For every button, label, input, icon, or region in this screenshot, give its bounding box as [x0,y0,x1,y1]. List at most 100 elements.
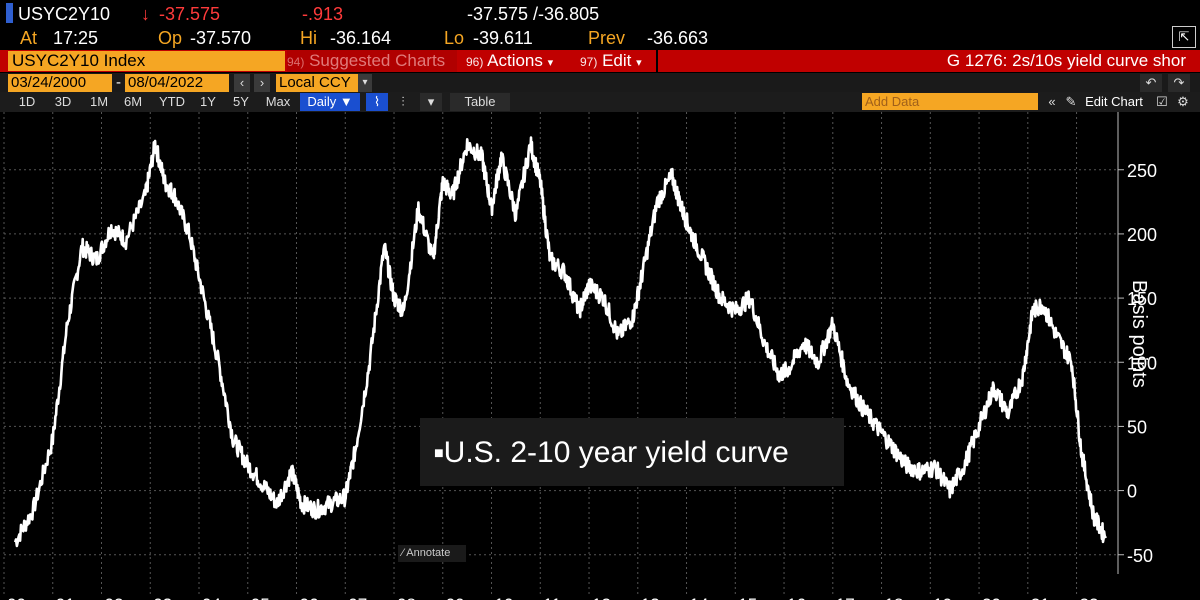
start-date-field[interactable]: 03/24/2000 [8,74,112,92]
prev-value: -36.663 [647,28,709,48]
x-tick-label: 16 [787,595,806,600]
at-label: At [20,28,38,48]
add-data-input[interactable]: Add Data [862,93,1038,110]
range-button-max[interactable]: Max [265,94,291,109]
x-tick-label: 08 [397,595,416,600]
quote-time: 17:25 [53,28,99,48]
gear-icon[interactable]: ⚙ [1177,94,1189,109]
x-tick-label: 01 [56,595,75,600]
x-tick-label: 14 [690,595,709,600]
high-value: -36.164 [330,28,392,48]
y-tick-label: 0 [1127,482,1137,502]
prev-label: Prev [588,28,626,48]
edit-menu[interactable]: 97) Edit ▾ [580,50,642,72]
x-tick-label: 05 [251,595,270,600]
down-arrow-icon: ↓ [141,4,150,24]
suggested-label: Suggested Charts [309,51,446,70]
actions-menu[interactable]: 96) Actions ▾ [466,50,656,72]
legend-label: U.S. 2-10 year yield curve [443,436,789,469]
undo-icon[interactable]: ↶ [1140,74,1162,92]
x-tick-label: 11 [543,595,561,600]
low-value: -39.611 [473,28,533,48]
y-axis-ticks: 250 200 150 100 50 0 -50 [1118,161,1157,566]
frequency-select[interactable]: Daily ▼ [300,93,360,111]
annotate-label: Annotate [406,547,451,559]
currency-value: Local CCY [279,74,351,91]
open-value: -37.570 [190,28,252,48]
suggested-charts-button[interactable]: 94) Suggested Charts [287,50,457,72]
dropdown-caret-icon: ▾ [636,57,642,69]
back-arrow-icon[interactable]: ‹ [234,74,250,92]
net-change: -.913 [302,4,344,24]
pencil-icon: ✎ [1065,94,1077,109]
x-tick-label: 15 [738,595,757,600]
collapse-icon[interactable]: « [1048,94,1056,109]
chart-type-caret-icon[interactable]: ▾ [420,93,442,111]
x-tick-label: 21 [1031,595,1050,600]
date-separator: - [116,74,121,91]
security-field[interactable]: USYC2Y10 Index [8,51,285,71]
quote-header: USYC2Y10 ↓ -37.575 -.913 -37.575 /-36.80… [0,0,1200,50]
y-tick-label: 50 [1127,417,1147,437]
actions-number: 96) [466,55,484,69]
legend-item: ■U.S. 2-10 year yield curve [434,434,789,473]
edit-chart-button[interactable]: Edit Chart [1085,94,1143,109]
range-button-1m[interactable]: 1M [89,94,109,109]
range-button-1y[interactable]: 1Y [200,94,216,109]
high-label: Hi [300,28,317,48]
open-label: Op [158,28,183,48]
x-tick-label: 06 [300,595,319,600]
x-tick-label: 13 [641,595,660,600]
redo-icon[interactable]: ↷ [1168,74,1190,92]
x-tick-label: 18 [885,595,904,600]
bar-chart-icon[interactable]: ⫶ [401,94,405,109]
range-button-ytd[interactable]: YTD [159,94,185,109]
x-tick-label: 04 [202,595,221,600]
x-tick-label: 09 [446,595,465,600]
x-tick-label: 12 [592,595,611,600]
forward-arrow-icon[interactable]: › [254,74,270,92]
suggested-number: 94) [287,55,305,69]
pencil-icon: ⁄ [402,547,404,559]
x-tick-label: 19 [933,595,952,600]
yield-curve-line [13,136,1107,548]
x-tick-label: 17 [836,595,855,600]
y-tick-label: 150 [1127,289,1157,309]
range-button-1d[interactable]: 1D [18,94,36,109]
table-button[interactable]: Table [450,93,510,111]
chart-title[interactable]: G 1276: 2s/10s yield curve shor [946,51,1186,70]
security-marker [6,3,13,23]
actions-label: Actions [487,51,543,70]
x-tick-label: 20 [982,595,1001,600]
y-tick-label: 200 [1127,225,1157,245]
range-button-3d[interactable]: 3D [54,94,72,109]
y-axis-label: Basis points [1128,280,1150,388]
bid-ask: -37.575 /-36.805 [467,4,600,24]
line-chart-icon[interactable]: ⌇ [366,93,388,111]
edit-label: Edit [602,51,632,70]
edit-icon[interactable]: ☑ [1156,94,1168,109]
y-tick-label: -50 [1127,546,1153,566]
legend-box [420,418,844,486]
yield-curve-chart[interactable]: 250 200 150 100 50 0 -50 00 01 02 03 04 05 06 07 08 09 1… [0,112,1200,600]
x-tick-label: 22 [1080,595,1099,600]
range-button-6m[interactable]: 6M [123,94,143,109]
x-tick-label: 00 [7,595,26,600]
dropdown-caret-icon: ▾ [358,74,372,92]
y-tick-label: 250 [1127,161,1157,181]
currency-select[interactable]: Local CCY ▾ [276,74,372,92]
ticker-symbol[interactable]: USYC2Y10 [18,4,111,24]
edit-number: 97) [580,55,598,69]
range-button-5y[interactable]: 5Y [233,94,249,109]
end-date-field[interactable]: 08/04/2022 [125,74,229,92]
annotate-button[interactable]: ⁄ Annotate [398,545,466,562]
x-axis-ticks: 00 01 02 03 04 05 06 07 08 09 10 11 12 13 14 15 16 17 18 19… [7,595,1098,600]
popout-icon[interactable]: ⇱ [1172,26,1196,48]
y-tick-label: 100 [1127,353,1157,373]
x-tick-label: 10 [495,595,514,600]
dropdown-caret-icon: ▾ [547,57,554,69]
x-tick-label: 02 [105,595,124,600]
toolbar-divider [656,50,658,72]
x-tick-label: 07 [348,595,367,600]
x-tick-label: 03 [153,595,172,600]
